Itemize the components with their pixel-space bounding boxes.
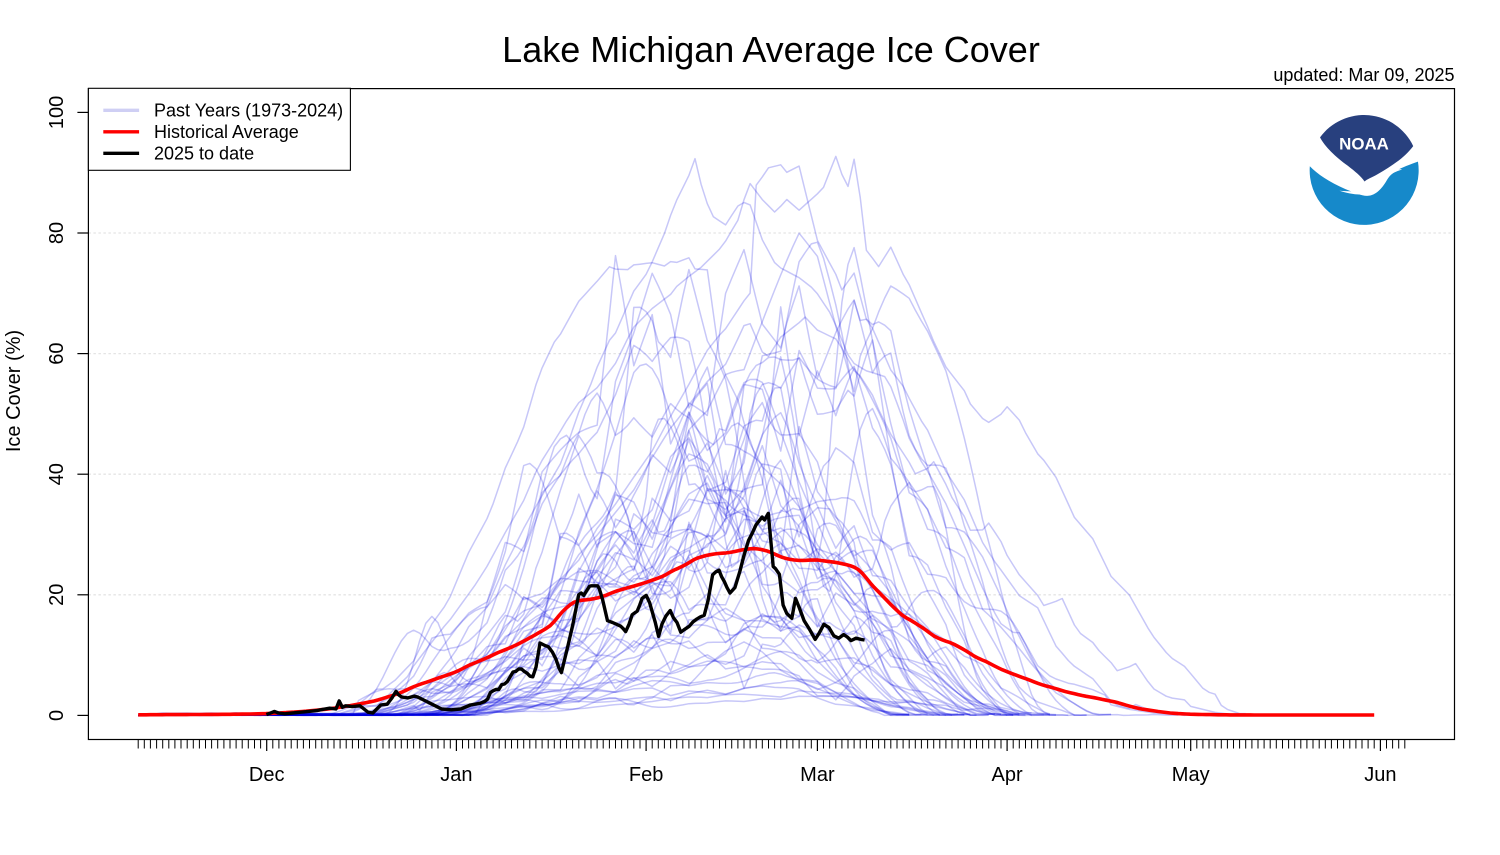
svg-text:Jan: Jan — [440, 764, 472, 786]
svg-text:Feb: Feb — [629, 764, 663, 786]
svg-text:0: 0 — [46, 710, 68, 721]
svg-text:Past Years (1973-2024): Past Years (1973-2024) — [154, 101, 343, 121]
svg-text:Historical Average: Historical Average — [154, 122, 299, 142]
svg-text:NOAA: NOAA — [1339, 135, 1389, 154]
svg-text:updated: Mar 09, 2025: updated: Mar 09, 2025 — [1273, 65, 1454, 85]
svg-text:Dec: Dec — [249, 764, 285, 786]
svg-text:60: 60 — [46, 342, 68, 364]
svg-text:Jun: Jun — [1364, 764, 1396, 786]
svg-text:20: 20 — [46, 584, 68, 606]
svg-text:Mar: Mar — [800, 764, 835, 786]
svg-text:Apr: Apr — [992, 764, 1023, 786]
svg-text:100: 100 — [46, 96, 68, 129]
svg-text:Lake Michigan Average Ice Cove: Lake Michigan Average Ice Cover — [502, 29, 1040, 70]
svg-text:80: 80 — [46, 222, 68, 244]
svg-text:Ice Cover (%): Ice Cover (%) — [3, 330, 25, 452]
svg-text:2025 to date: 2025 to date — [154, 144, 254, 164]
svg-text:40: 40 — [46, 463, 68, 485]
svg-text:May: May — [1172, 764, 1210, 786]
